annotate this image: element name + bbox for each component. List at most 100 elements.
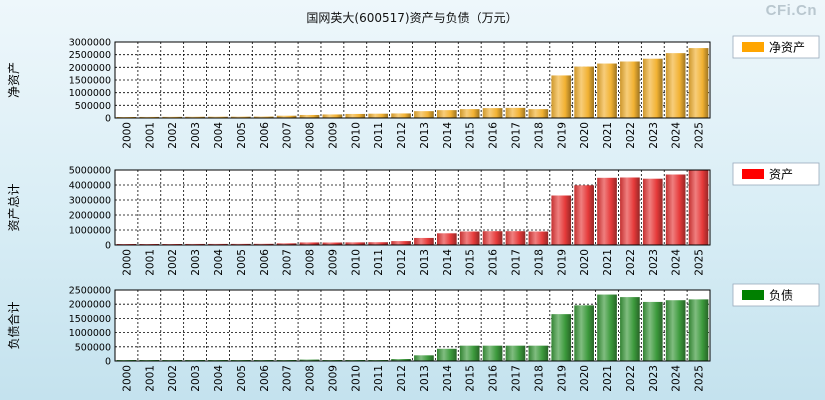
x-tick-label: 2008	[305, 365, 317, 392]
plot-frame	[114, 41, 711, 119]
x-tick-label: 2003	[190, 122, 202, 149]
x-tick-label: 2012	[396, 122, 408, 149]
x-tick-label: 2013	[419, 365, 431, 392]
x-tick-label: 2002	[167, 249, 179, 276]
x-tick-label: 2019	[556, 122, 568, 149]
legend-liabilities: 负债	[732, 283, 820, 307]
legend-label: 负债	[769, 289, 793, 303]
x-tick-label: 2003	[190, 365, 202, 392]
y-tick-label: 2500000	[69, 50, 111, 61]
bar-net-assets-2018	[528, 109, 549, 118]
y-tick-label: 3000000	[69, 196, 111, 207]
y-tick-label: 4000000	[69, 181, 111, 192]
legend-box	[732, 35, 820, 59]
y-tick-label: 1000000	[69, 328, 111, 339]
x-tick-label: 2024	[671, 122, 683, 149]
x-tick-label: 2004	[213, 365, 225, 392]
bar-net-assets-2025	[688, 48, 709, 118]
bar-liabilities-2013	[414, 355, 434, 361]
bar-liabilities-2012	[391, 359, 411, 361]
bar-net-assets-2024	[665, 53, 686, 118]
x-tick-label: 2005	[236, 249, 248, 276]
x-tick-label: 2021	[602, 122, 614, 149]
x-tick-label: 2024	[671, 365, 683, 392]
x-tick-label: 2020	[579, 122, 591, 149]
x-tick-label: 2001	[144, 249, 156, 276]
x-tick-label: 2002	[167, 365, 179, 392]
bar-liabilities-2021	[597, 294, 617, 361]
bar-liabilities-2015	[459, 345, 480, 361]
bar-net-assets-2009	[322, 114, 343, 118]
x-tick-label: 2018	[533, 365, 545, 392]
bar-liabilities-2024	[665, 300, 686, 361]
bar-net-assets-2004	[208, 116, 228, 118]
bar-total-assets-2015	[459, 231, 480, 245]
bar-liabilities-2016	[482, 345, 503, 361]
x-tick-label: 2014	[442, 249, 454, 276]
bar-liabilities-2008	[299, 359, 320, 361]
y-tick-label: 500000	[75, 342, 111, 353]
x-tick-label: 2020	[579, 365, 591, 392]
x-tick-label: 2009	[327, 249, 339, 276]
x-tick-label: 2006	[259, 122, 271, 149]
x-tick-label: 2022	[625, 122, 637, 149]
bar-net-assets-2010	[345, 113, 366, 118]
x-tick-label: 2015	[465, 249, 477, 276]
bar-net-assets-2011	[368, 113, 389, 118]
x-tick-label: 2016	[488, 249, 500, 276]
x-tick-label: 2024	[671, 249, 683, 276]
bar-total-assets-2007	[276, 243, 297, 245]
x-tick-label: 2010	[350, 122, 362, 149]
x-tick-label: 2017	[510, 122, 522, 149]
y-tick-label: 2500000	[69, 286, 111, 297]
bar-total-assets-2003	[185, 243, 205, 245]
x-tick-label: 2006	[259, 365, 271, 392]
bar-total-assets-2014	[436, 233, 457, 245]
bar-net-assets-2020	[574, 66, 594, 118]
bar-liabilities-2023	[642, 301, 663, 361]
legend-swatch	[742, 290, 764, 300]
y-tick-label: 0	[105, 357, 111, 368]
bar-liabilities-2017	[505, 345, 526, 361]
y-tick-label: 2000000	[69, 300, 111, 311]
x-tick-label: 2023	[648, 365, 660, 392]
x-tick-label: 2013	[419, 249, 431, 276]
x-tick-label: 2018	[533, 122, 545, 149]
y-tick-label: 1500000	[69, 314, 111, 325]
liabilities-panel: 2500000 2000000 1500000 1000000 500000 0 2000 2…	[6, 283, 820, 392]
legend-swatch	[742, 169, 764, 179]
x-tick-label: 2011	[373, 365, 385, 392]
legend-total-assets: 资产	[732, 162, 820, 186]
y-tick-label: 1000000	[69, 88, 111, 99]
bar-liabilities-2022	[620, 297, 640, 361]
y-axis-label: 资产总计	[7, 183, 21, 231]
x-tick-label: 2014	[442, 365, 454, 392]
chart-title: 国网英大(600517)资产与负债（万元）	[306, 11, 517, 25]
x-tick-label: 2023	[648, 122, 660, 149]
bar-total-assets-2018	[528, 231, 549, 245]
x-tick-label: 2002	[167, 122, 179, 149]
x-tick-label: 2010	[350, 365, 362, 392]
x-tick-label: 2001	[144, 365, 156, 392]
x-tick-label: 2011	[373, 122, 385, 149]
y-axis-label: 净资产	[7, 62, 21, 98]
x-tick-label: 2021	[602, 365, 614, 392]
bar-net-assets-2002	[162, 116, 183, 118]
bar-net-assets-2013	[414, 111, 434, 118]
bar-net-assets-2001	[139, 116, 160, 118]
bar-net-assets-2006	[253, 116, 274, 118]
legend-net-assets: 净资产	[732, 35, 820, 59]
y-tick-label: 2000000	[69, 63, 111, 74]
bar-total-assets-2025	[688, 170, 709, 245]
y-tick-label: 2000000	[69, 211, 111, 222]
x-tick-label: 2012	[396, 249, 408, 276]
x-tick-label: 2010	[350, 249, 362, 276]
bar-net-assets-2015	[459, 109, 480, 118]
x-tick-label: 2022	[625, 249, 637, 276]
legend-box	[732, 162, 820, 186]
bar-net-assets-2014	[436, 110, 457, 118]
bar-total-assets-2009	[322, 242, 343, 245]
bar-net-assets-2003	[185, 116, 205, 118]
